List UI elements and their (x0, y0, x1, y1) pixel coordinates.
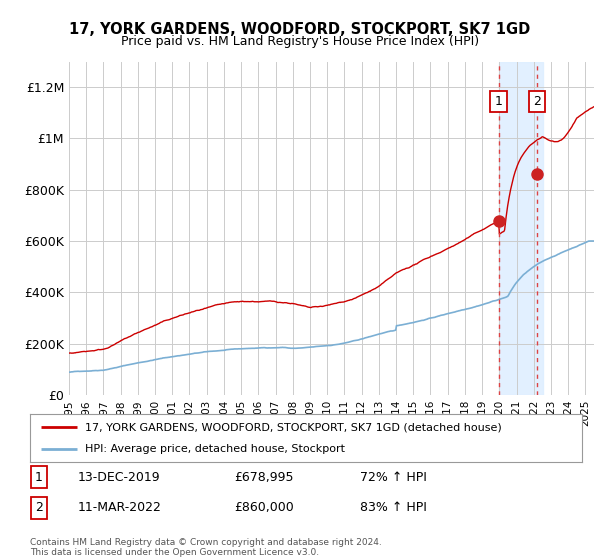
Bar (499, 62, 543, 395)
Text: 2: 2 (533, 95, 541, 108)
Text: 1: 1 (495, 95, 503, 108)
Text: 83% ↑ HPI: 83% ↑ HPI (360, 501, 427, 515)
Text: 17, YORK GARDENS, WOODFORD, STOCKPORT, SK7 1GD (detached house): 17, YORK GARDENS, WOODFORD, STOCKPORT, S… (85, 422, 502, 432)
Text: Contains HM Land Registry data © Crown copyright and database right 2024.
This d: Contains HM Land Registry data © Crown c… (30, 538, 382, 557)
Text: 2: 2 (35, 501, 43, 515)
Text: 17, YORK GARDENS, WOODFORD, STOCKPORT, SK7 1GD: 17, YORK GARDENS, WOODFORD, STOCKPORT, S… (70, 22, 530, 38)
Text: Price paid vs. HM Land Registry's House Price Index (HPI): Price paid vs. HM Land Registry's House … (121, 35, 479, 48)
Text: 11-MAR-2022: 11-MAR-2022 (78, 501, 162, 515)
Text: £678,995: £678,995 (234, 470, 293, 484)
Text: 13-DEC-2019: 13-DEC-2019 (78, 470, 161, 484)
Text: 72% ↑ HPI: 72% ↑ HPI (360, 470, 427, 484)
Text: 1: 1 (35, 470, 43, 484)
Text: HPI: Average price, detached house, Stockport: HPI: Average price, detached house, Stoc… (85, 444, 345, 454)
Text: £860,000: £860,000 (234, 501, 294, 515)
